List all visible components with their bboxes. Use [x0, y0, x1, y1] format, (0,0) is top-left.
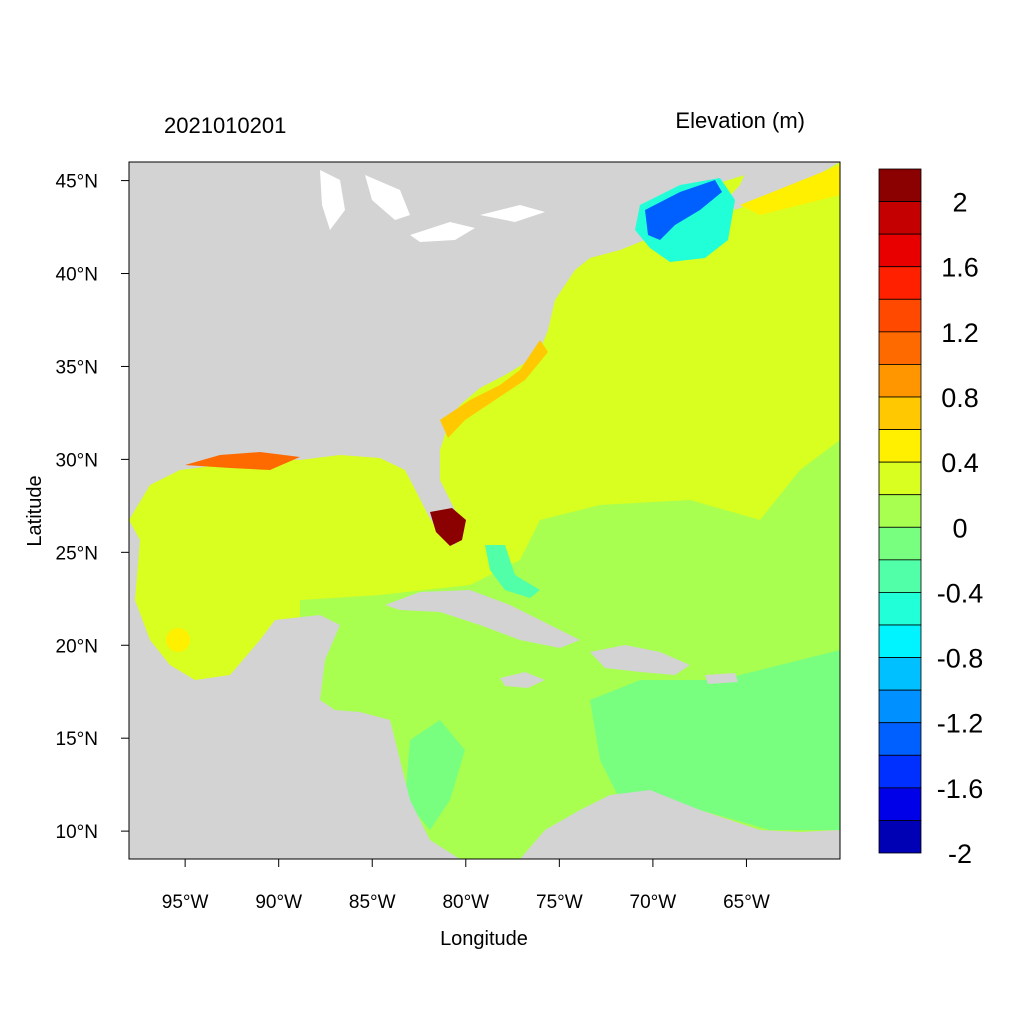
colorbar-swatch	[878, 429, 922, 463]
nova-scotia-shelf	[740, 165, 840, 215]
gulf-coast-anomaly	[185, 452, 300, 470]
x-axis: 95°W 90°W 85°W 80°W 75°W 70°W 65°W	[162, 859, 770, 913]
puerto-rico-land	[705, 673, 738, 684]
colorbar-swatch	[878, 201, 922, 235]
gulf-of-maine-core	[645, 180, 722, 240]
colorbar-swatch	[878, 754, 922, 789]
mexico-land	[129, 520, 460, 859]
colorbar-swatch	[878, 624, 922, 658]
southeast-coast-anomaly	[440, 340, 548, 438]
colorbar-title: Elevation (m)	[675, 108, 805, 133]
colorbar: 2 1.6 1.2 0.8 0.4 0 -0.4 -0.8 -1.2 -1.6 -2	[878, 168, 984, 869]
colorbar-label: 0.8	[941, 383, 979, 413]
x-tick-label: 80°W	[442, 892, 489, 913]
colorbar-label: -2	[948, 839, 972, 869]
x-tick-label: 70°W	[630, 892, 677, 913]
colorbar-swatch	[878, 233, 922, 268]
x-tick-label: 95°W	[162, 892, 209, 913]
colorbar-label: 1.6	[941, 253, 979, 283]
colorbar-label: 2	[952, 188, 967, 218]
y-axis-label: Latitude	[24, 475, 46, 546]
colorbar-label: -0.4	[937, 578, 984, 608]
great-lakes-water	[320, 170, 545, 242]
colorbar-label: -1.6	[937, 774, 984, 804]
bahamas-shallow	[485, 545, 540, 598]
colorbar-swatch	[878, 266, 922, 300]
map-plot	[129, 162, 840, 859]
jamaica-land	[500, 672, 545, 688]
colorbar-swatch	[878, 331, 922, 365]
y-tick-label: 45°N	[56, 172, 98, 193]
y-axis: 45°N 40°N 35°N 30°N 25°N 20°N 15°N 10°N	[56, 172, 129, 843]
y-tick-label: 20°N	[56, 636, 98, 657]
colorbar-swatch	[878, 592, 922, 626]
cuba-land	[385, 590, 580, 648]
y-tick-label: 10°N	[56, 822, 98, 843]
colorbar-swatch	[878, 559, 922, 593]
y-tick-label: 40°N	[56, 265, 98, 286]
colorbar-swatch	[878, 787, 922, 821]
y-tick-label: 25°N	[56, 543, 98, 564]
gulf-warm-spot	[166, 628, 190, 652]
colorbar-swatch	[878, 461, 922, 496]
colorbar-swatch	[878, 657, 922, 691]
hispaniola-land	[590, 645, 690, 675]
map-date-title: 2021010201	[164, 113, 286, 138]
x-tick-label: 85°W	[349, 892, 396, 913]
colorbar-swatch	[878, 722, 922, 756]
colorbar-swatch	[878, 526, 922, 561]
colorbar-label: -0.8	[937, 644, 984, 674]
colorbar-swatch	[878, 298, 922, 333]
colorbar-label: 0.4	[941, 448, 979, 478]
y-tick-label: 15°N	[56, 729, 98, 750]
map-frame	[128, 161, 841, 860]
north-america-land	[129, 162, 750, 545]
colorbar-swatch	[878, 364, 922, 398]
colorbar-label: 1.2	[941, 318, 979, 348]
colorbar-swatch	[878, 689, 922, 724]
x-tick-label: 90°W	[255, 892, 302, 913]
y-tick-label: 35°N	[56, 357, 98, 378]
x-tick-label: 65°W	[723, 892, 770, 913]
low-sea-west	[405, 720, 465, 830]
low-sea-region	[590, 650, 840, 830]
colorbar-swatch	[878, 168, 922, 202]
florida-coast-anomaly	[430, 508, 466, 546]
y-tick-label: 30°N	[56, 450, 98, 471]
colorbar-swatch	[878, 396, 922, 430]
x-axis-label: Longitude	[440, 928, 528, 950]
colorbar-label: 0	[952, 513, 967, 543]
colorbar-swatch	[878, 494, 922, 528]
colorbar-label: -1.2	[937, 709, 984, 739]
nova-scotia-land	[728, 162, 840, 210]
south-america-land	[520, 790, 840, 859]
x-tick-label: 75°W	[536, 892, 583, 913]
colorbar-swatch	[878, 820, 922, 854]
